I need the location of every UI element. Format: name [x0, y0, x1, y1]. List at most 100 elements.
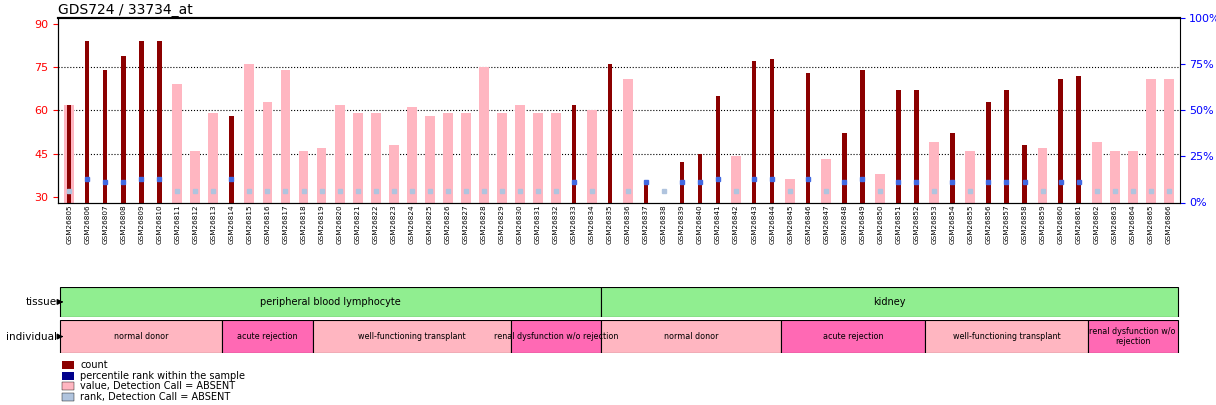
Text: GDS724 / 33734_at: GDS724 / 33734_at	[58, 3, 193, 17]
Bar	[406, 107, 417, 202]
Text: renal dysfunction w/o
rejection: renal dysfunction w/o rejection	[1090, 327, 1176, 346]
Bar	[461, 113, 471, 202]
Text: GSM26807: GSM26807	[102, 204, 108, 244]
Text: GSM26825: GSM26825	[427, 204, 433, 244]
Text: GSM26828: GSM26828	[480, 204, 486, 244]
Text: GSM26826: GSM26826	[445, 204, 451, 244]
Bar	[1110, 151, 1120, 202]
Text: GSM26817: GSM26817	[282, 204, 288, 244]
Text: GSM26838: GSM26838	[662, 204, 668, 244]
Bar	[751, 62, 756, 202]
Text: GSM26849: GSM26849	[860, 204, 866, 244]
Text: GSM26821: GSM26821	[355, 204, 361, 244]
Text: GSM26816: GSM26816	[264, 204, 270, 244]
Bar	[62, 372, 74, 380]
Bar	[716, 96, 720, 202]
Bar	[514, 104, 525, 202]
Bar	[623, 79, 632, 202]
Bar	[353, 113, 362, 202]
Text: GSM26818: GSM26818	[300, 204, 306, 244]
Text: GSM26839: GSM26839	[679, 204, 685, 244]
Text: GSM26841: GSM26841	[715, 204, 721, 244]
Bar	[966, 151, 975, 202]
Bar	[139, 41, 143, 202]
Text: GSM26810: GSM26810	[157, 204, 162, 244]
Bar	[929, 142, 939, 202]
Text: GSM26847: GSM26847	[823, 204, 829, 244]
Text: GSM26850: GSM26850	[877, 204, 883, 244]
Text: tissue: tissue	[26, 297, 57, 307]
Text: GSM26865: GSM26865	[1148, 204, 1154, 244]
Bar	[1058, 79, 1063, 202]
Bar	[62, 393, 74, 401]
Bar	[223, 320, 313, 353]
Bar	[60, 320, 223, 353]
Bar	[821, 159, 832, 202]
Bar	[299, 151, 309, 202]
Bar	[841, 133, 846, 202]
Bar	[925, 320, 1087, 353]
Text: acute rejection: acute rejection	[823, 332, 884, 341]
Bar	[281, 70, 291, 202]
Text: GSM26811: GSM26811	[174, 204, 180, 244]
Text: individual: individual	[6, 332, 57, 341]
Text: GSM26863: GSM26863	[1111, 204, 1118, 244]
Bar	[533, 113, 542, 202]
Text: GSM26830: GSM26830	[517, 204, 523, 244]
Text: GSM26853: GSM26853	[931, 204, 938, 244]
Text: GSM26836: GSM26836	[625, 204, 631, 244]
Text: GSM26812: GSM26812	[192, 204, 198, 244]
Text: GSM26815: GSM26815	[247, 204, 253, 244]
Bar	[173, 85, 182, 202]
Bar	[950, 133, 955, 202]
Bar	[1023, 145, 1026, 202]
Text: GSM26823: GSM26823	[390, 204, 396, 244]
Bar	[860, 70, 865, 202]
Bar	[244, 64, 254, 202]
Bar	[229, 116, 233, 202]
Text: GSM26845: GSM26845	[787, 204, 793, 244]
Bar	[62, 382, 74, 390]
Bar	[64, 104, 74, 202]
Text: count: count	[80, 360, 108, 370]
Bar	[316, 148, 326, 202]
Bar	[680, 162, 685, 202]
Text: GSM26844: GSM26844	[770, 204, 775, 244]
Text: GSM26806: GSM26806	[84, 204, 90, 244]
Text: GSM26860: GSM26860	[1058, 204, 1064, 244]
Bar	[1145, 79, 1155, 202]
Bar	[62, 361, 74, 369]
Bar	[263, 102, 272, 202]
Text: GSM26814: GSM26814	[229, 204, 235, 244]
Bar	[313, 320, 511, 353]
Text: GSM26809: GSM26809	[139, 204, 145, 244]
Bar	[103, 70, 107, 202]
Text: value, Detection Call = ABSENT: value, Detection Call = ABSENT	[80, 382, 236, 391]
Bar	[208, 113, 219, 202]
Bar	[551, 113, 561, 202]
Text: peripheral blood lymphocyte: peripheral blood lymphocyte	[260, 297, 401, 307]
Bar	[896, 90, 901, 202]
Text: acute rejection: acute rejection	[237, 332, 298, 341]
Text: GSM26859: GSM26859	[1040, 204, 1046, 244]
Bar	[1127, 151, 1138, 202]
Bar	[424, 116, 434, 202]
Bar	[389, 145, 399, 202]
Text: GSM26851: GSM26851	[895, 204, 901, 244]
Text: GSM26858: GSM26858	[1021, 204, 1028, 244]
Bar	[876, 174, 885, 202]
Text: GSM26856: GSM26856	[985, 204, 991, 244]
Bar	[334, 104, 344, 202]
Bar	[781, 320, 925, 353]
Text: rank, Detection Call = ABSENT: rank, Detection Call = ABSENT	[80, 392, 231, 402]
Text: GSM26842: GSM26842	[733, 204, 739, 244]
Bar	[1037, 148, 1047, 202]
Text: GSM26852: GSM26852	[913, 204, 919, 244]
Text: GSM26843: GSM26843	[751, 204, 758, 244]
Text: GSM26820: GSM26820	[337, 204, 343, 244]
Bar	[770, 59, 775, 202]
Bar	[572, 104, 576, 202]
Bar	[806, 73, 810, 202]
Bar	[914, 90, 918, 202]
Bar	[497, 113, 507, 202]
